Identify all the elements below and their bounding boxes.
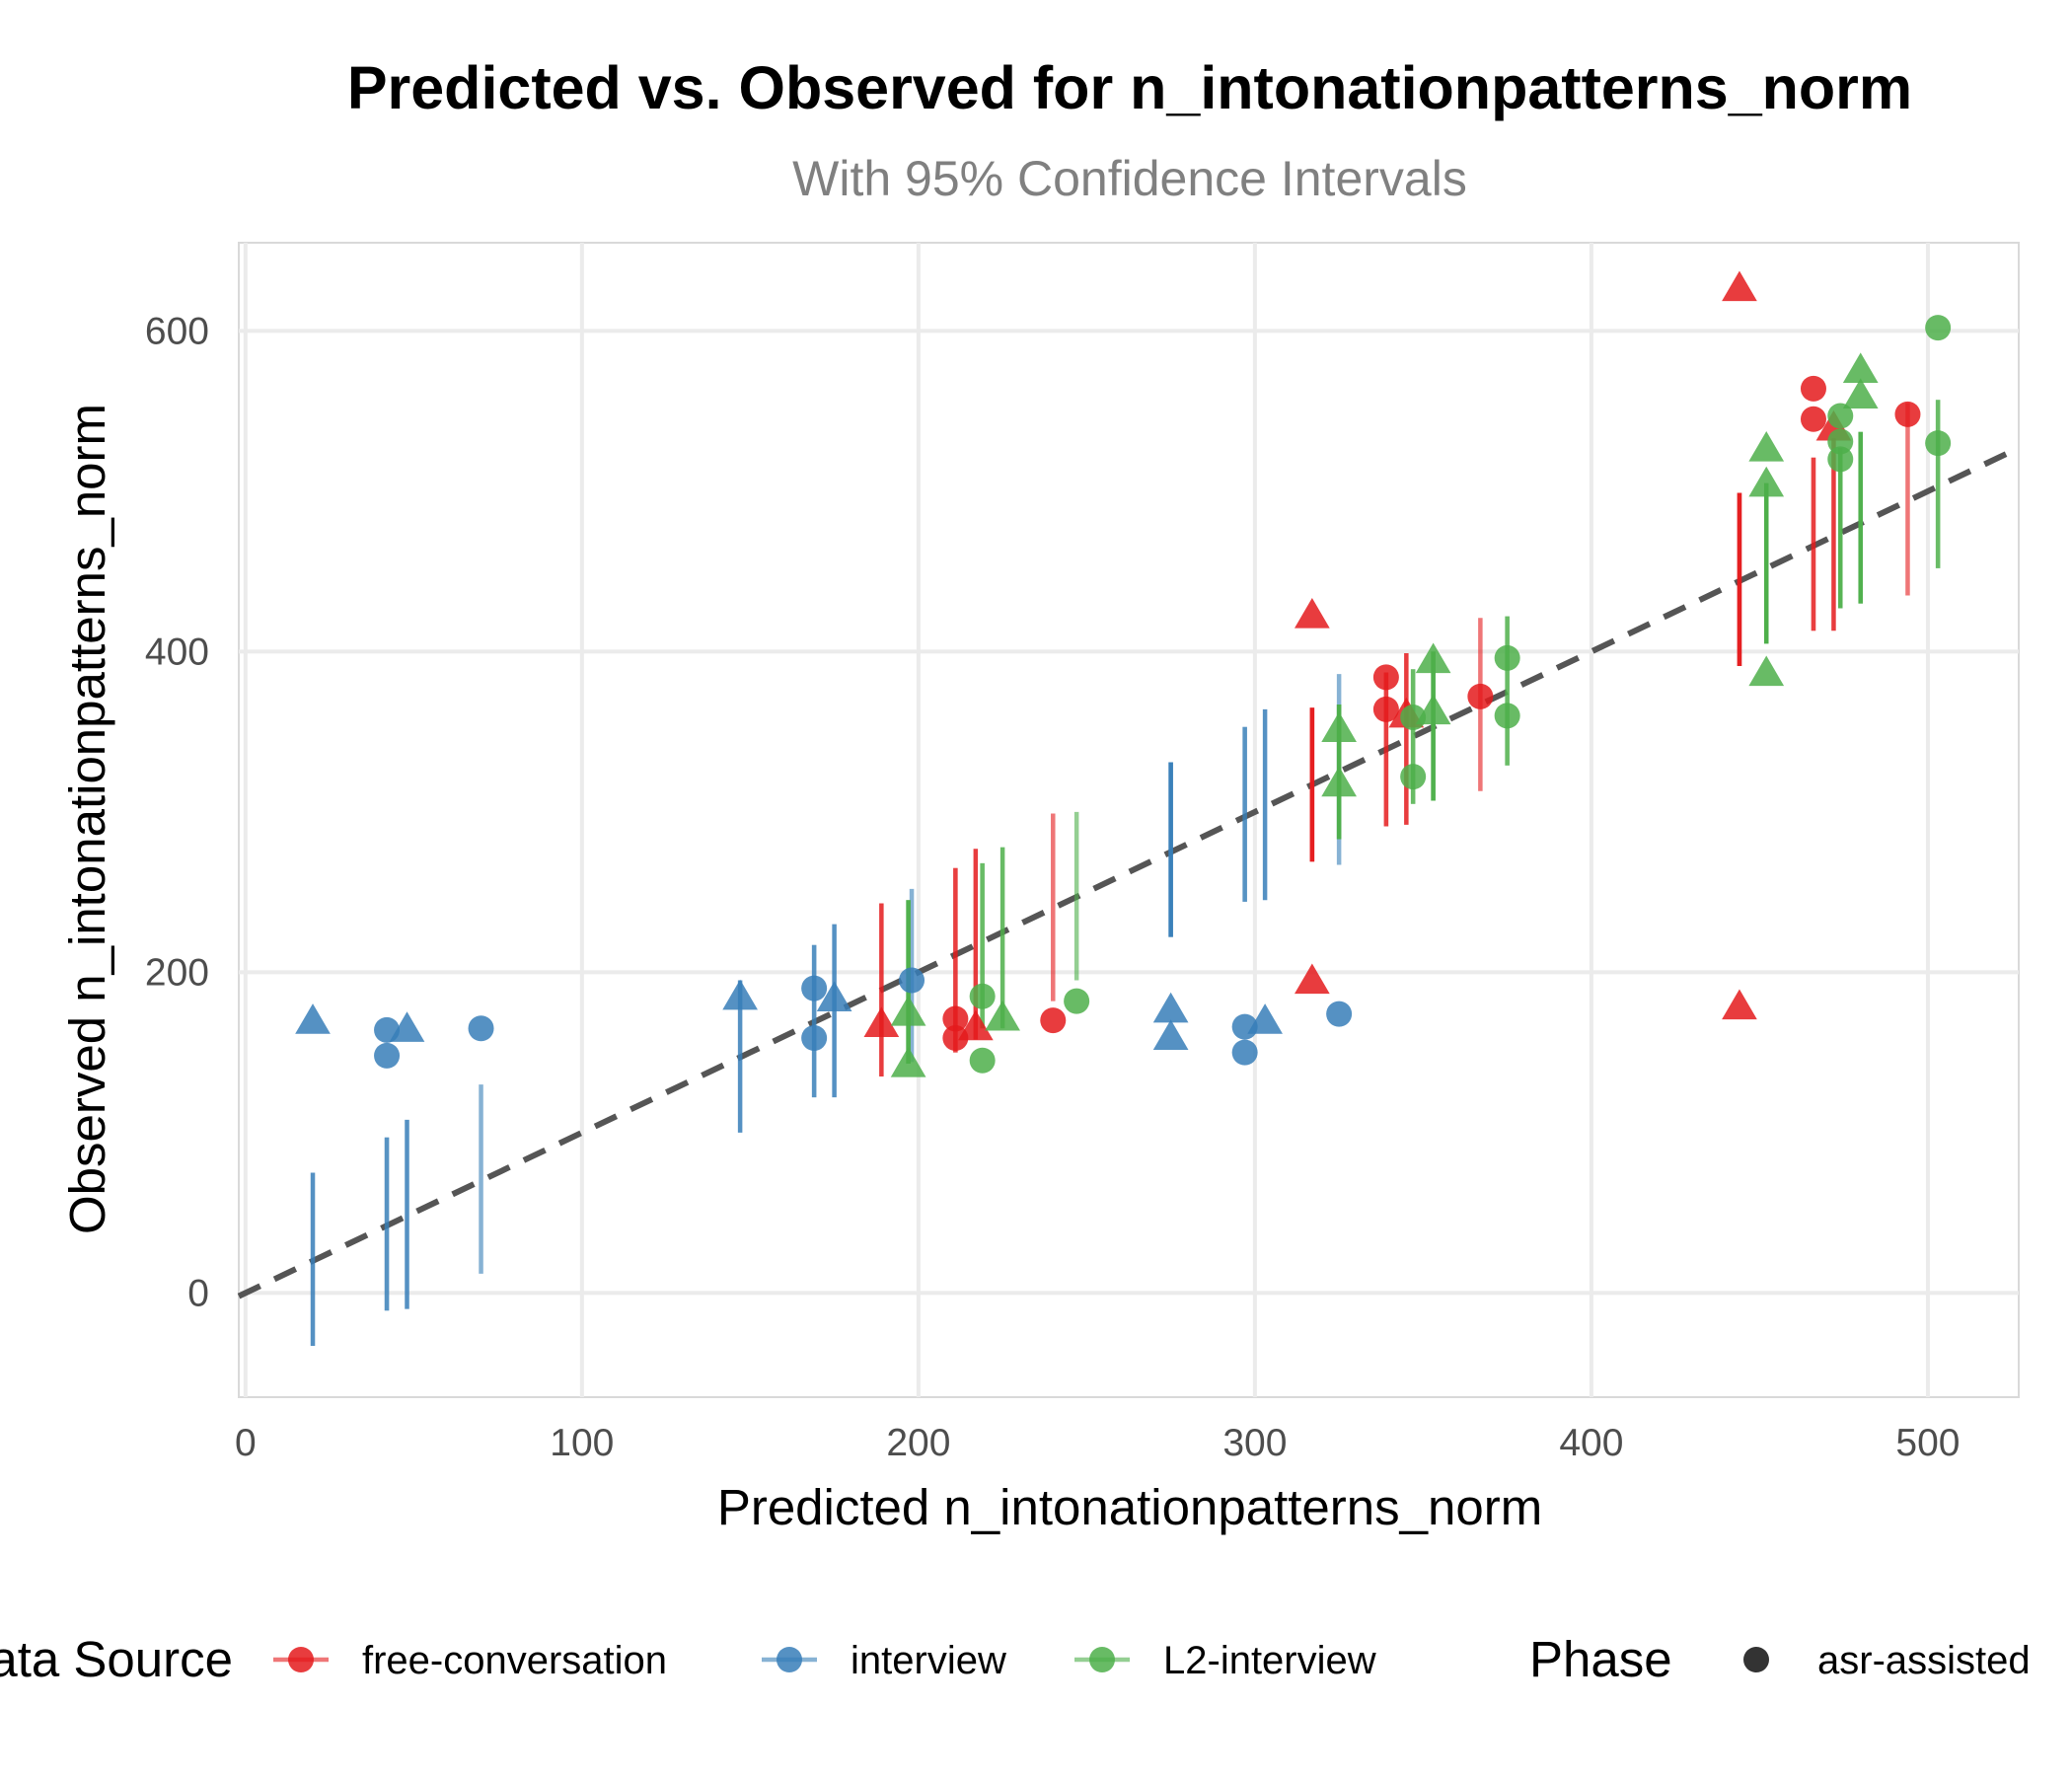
- data-point-triangle: [1722, 989, 1757, 1020]
- data-point-circle: [1925, 315, 1952, 341]
- data-point-circle: [1827, 446, 1854, 473]
- data-point-circle: [942, 1025, 969, 1051]
- data-point-circle: [1400, 764, 1427, 790]
- legend-color-title: Data Source: [0, 1631, 233, 1687]
- data-point-triangle: [863, 1006, 900, 1037]
- data-point-circle: [1827, 428, 1854, 455]
- x-axis-label: Predicted n_intonationpatterns_norm: [717, 1479, 1542, 1535]
- data-point-circle: [1494, 644, 1520, 671]
- data-point-triangle: [1321, 711, 1357, 742]
- legend-key-point: [1089, 1647, 1115, 1672]
- x-tick-label: 100: [550, 1422, 614, 1464]
- grid-lines: [239, 243, 2019, 1397]
- x-tick-label: 400: [1559, 1422, 1623, 1464]
- data-point-circle: [1925, 430, 1952, 457]
- data-point-triangle: [1748, 466, 1785, 497]
- x-tick-label: 200: [886, 1422, 950, 1464]
- chart-subtitle: With 95% Confidence Intervals: [792, 151, 1467, 206]
- data-point-circle: [1800, 406, 1826, 432]
- legend-item-label: L2-interview: [1163, 1639, 1376, 1682]
- data-point-triangle: [1295, 963, 1330, 995]
- data-points: [295, 270, 1952, 1077]
- data-point-circle: [942, 1005, 969, 1032]
- data-point-triangle: [1748, 431, 1785, 462]
- data-point-triangle: [957, 1009, 994, 1041]
- data-point-triangle: [890, 1047, 926, 1077]
- data-point-circle: [1494, 703, 1520, 729]
- data-point-circle: [1467, 683, 1494, 709]
- legend-shape-label: asr-assisted: [1817, 1639, 2031, 1682]
- data-point-triangle: [389, 1011, 425, 1042]
- data-point-circle: [1894, 401, 1921, 427]
- data-point-triangle: [1722, 270, 1757, 302]
- confidence-intervals: [310, 400, 1941, 1346]
- y-tick-label: 200: [145, 951, 209, 994]
- data-point-triangle: [1842, 352, 1879, 383]
- reference-line: [237, 445, 2021, 1299]
- legend-item-label: interview: [851, 1639, 1006, 1682]
- y-tick-label: 0: [187, 1272, 209, 1314]
- data-point-triangle: [985, 1000, 1020, 1031]
- data-point-triangle: [295, 1003, 331, 1034]
- data-point-triangle: [1321, 766, 1357, 797]
- plot-panel: [238, 242, 2020, 1398]
- data-point-circle: [1040, 1007, 1067, 1034]
- panel-border: [238, 242, 2020, 1398]
- legend-key-point: [288, 1647, 314, 1672]
- x-tick-label: 0: [235, 1422, 257, 1464]
- data-point-circle: [899, 967, 925, 994]
- data-point-circle: [801, 975, 828, 1002]
- data-point-circle: [374, 1042, 401, 1069]
- data-point-triangle: [1415, 642, 1451, 674]
- data-point-triangle: [890, 996, 926, 1026]
- data-point-triangle: [1152, 992, 1189, 1023]
- y-tick-label: 400: [145, 631, 209, 673]
- data-point-circle: [1326, 1001, 1353, 1027]
- data-point-circle: [801, 1025, 828, 1051]
- y-axis-ticks: 0 200 400 600: [145, 310, 209, 1314]
- legend-shape-title: Phase: [1529, 1631, 1672, 1687]
- data-point-triangle: [722, 979, 758, 1010]
- data-point-circle: [969, 1047, 996, 1074]
- data-point-circle: [468, 1015, 494, 1042]
- data-point-triangle: [1152, 1019, 1189, 1050]
- data-point-circle: [1372, 664, 1399, 691]
- legend-key-point: [777, 1647, 802, 1672]
- data-point-triangle: [1247, 1003, 1283, 1034]
- x-tick-label: 500: [1895, 1422, 1960, 1464]
- x-tick-label: 300: [1222, 1422, 1287, 1464]
- identity-dashed-line: [237, 445, 2021, 1299]
- data-point-circle: [1372, 696, 1399, 722]
- legend-shape-key: [1743, 1647, 1769, 1672]
- y-axis-label: Observed n_intonationpatterns_norm: [59, 404, 115, 1234]
- data-point-circle: [1231, 1039, 1258, 1066]
- data-point-triangle: [1295, 598, 1330, 629]
- data-point-triangle: [1842, 378, 1879, 408]
- data-point-triangle: [816, 981, 852, 1011]
- data-point-circle: [969, 983, 996, 1009]
- data-point-triangle: [1748, 655, 1785, 687]
- x-axis-ticks: 0 100 200 300 400 500: [235, 1422, 1960, 1464]
- y-tick-label: 600: [145, 310, 209, 352]
- legend: Data Source free-conversation interview L2-…: [0, 1631, 2031, 1687]
- data-point-triangle: [1415, 694, 1451, 725]
- data-point-circle: [1827, 403, 1854, 429]
- legend-item-label: free-conversation: [362, 1639, 667, 1682]
- data-point-circle: [1064, 988, 1090, 1014]
- chart-title: Predicted vs. Observed for n_intonationp…: [347, 54, 1912, 121]
- data-point-circle: [1800, 375, 1826, 402]
